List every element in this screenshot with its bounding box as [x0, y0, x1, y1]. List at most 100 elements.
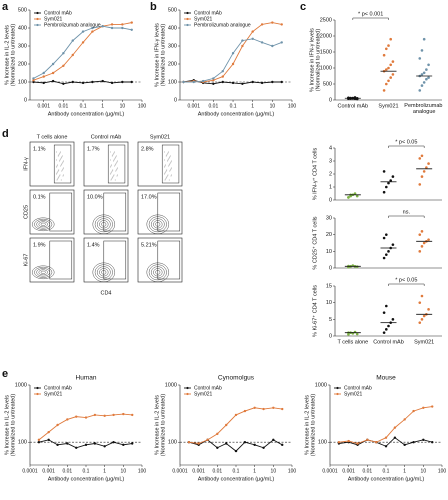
- data-point: [93, 442, 97, 445]
- x-axis-label: Antibody concentration (µg/mL): [198, 476, 275, 482]
- data-point: [81, 41, 85, 44]
- y-tick-label: 1000: [315, 382, 327, 388]
- data-point: [393, 426, 397, 429]
- flow-percent: 0.1%: [33, 194, 46, 200]
- flow-event: [170, 169, 171, 171]
- data-point: [420, 294, 424, 298]
- flow-event: [63, 167, 64, 169]
- data-point: [281, 407, 284, 411]
- data-point: [382, 190, 386, 194]
- x-tick-label: Sym021: [378, 103, 398, 109]
- data-point: [418, 57, 422, 60]
- data-point: [216, 446, 219, 449]
- flow-event: [164, 179, 166, 181]
- x-tick-label: 1: [251, 103, 254, 109]
- chart-title: Human: [76, 375, 97, 382]
- flow-event: [110, 151, 111, 153]
- data-point: [355, 194, 359, 198]
- data-point: [251, 80, 254, 84]
- x-tick-label: 10: [270, 103, 276, 109]
- flow-event: [111, 178, 112, 180]
- data-point: [110, 26, 114, 30]
- data-point: [234, 449, 238, 453]
- flow-plot-frame: [137, 189, 183, 235]
- x-tick-label: 100: [138, 468, 147, 474]
- legend-label: Control mAb: [44, 10, 72, 16]
- data-point: [253, 406, 256, 409]
- y-tick-label: 10: [326, 300, 332, 306]
- flow-event: [58, 169, 60, 171]
- y-tick-label: 30: [326, 215, 332, 221]
- flow-event: [59, 152, 61, 154]
- x-tick-label: T cells alone: [337, 339, 368, 345]
- flow-event: [57, 178, 58, 180]
- data-point: [403, 418, 406, 421]
- y-tick-label: 400: [18, 25, 27, 31]
- data-point: [103, 445, 106, 448]
- flow-event: [165, 155, 167, 157]
- data-point: [231, 81, 235, 85]
- data-point: [271, 44, 274, 48]
- flow-plot-frame: [29, 237, 75, 283]
- data-point: [427, 63, 430, 67]
- x-tick-label: 1: [403, 468, 406, 474]
- flow-event: [58, 154, 60, 156]
- series-line: [183, 38, 282, 83]
- data-point: [418, 301, 422, 304]
- flow-event: [113, 159, 115, 161]
- flow-event: [111, 170, 113, 172]
- data-point: [51, 71, 55, 75]
- flow-contour: [97, 266, 111, 279]
- flow-event: [57, 170, 59, 172]
- data-point: [81, 81, 85, 85]
- y-axis-label: % Increase in IL-2 levels: [154, 395, 160, 455]
- data-point: [37, 441, 41, 444]
- data-point: [391, 175, 395, 178]
- data-point: [81, 30, 85, 33]
- y-axis-label: (Normalized to untreated): [10, 394, 16, 457]
- data-point: [422, 37, 426, 41]
- x-tick-label: 0.1: [233, 468, 240, 474]
- flow-event: [111, 164, 112, 166]
- data-point: [56, 423, 59, 427]
- data-point: [241, 39, 244, 42]
- y-tick-label: 500: [323, 81, 332, 87]
- legend-label: Control mAb: [194, 10, 222, 16]
- data-point: [391, 318, 395, 321]
- flow-event: [62, 155, 63, 157]
- data-point: [387, 324, 390, 328]
- data-point: [251, 30, 254, 33]
- chart-title: Mouse: [376, 375, 396, 382]
- y-tick-label: 500: [18, 7, 27, 13]
- legend-label: Sym021: [44, 391, 63, 397]
- flow-event: [168, 165, 169, 167]
- data-point: [212, 82, 215, 86]
- data-point: [71, 80, 74, 84]
- data-point: [431, 441, 434, 444]
- data-point: [251, 37, 254, 40]
- flow-event: [111, 155, 113, 157]
- legend-label: Control mAb: [44, 385, 72, 391]
- flow-contour: [101, 270, 107, 275]
- flow-percent: 17.0%: [141, 194, 157, 200]
- data-point: [420, 175, 424, 178]
- data-point: [62, 82, 65, 86]
- data-point: [253, 443, 256, 447]
- flow-event: [166, 169, 168, 171]
- y-axis-label: % Increase in IFN-γ levels: [154, 23, 160, 87]
- data-point: [418, 89, 422, 92]
- data-point: [91, 80, 94, 84]
- flow-event: [59, 159, 61, 161]
- data-point: [216, 432, 219, 436]
- flow-column-header: Sym021: [150, 134, 170, 140]
- data-point: [347, 196, 350, 199]
- flow-event: [165, 170, 167, 172]
- data-point: [243, 441, 247, 444]
- flow-event: [56, 166, 57, 168]
- x-tick-label: 10: [421, 468, 427, 474]
- flow-event: [62, 169, 63, 171]
- flow-gate: [161, 144, 180, 184]
- flow-event: [56, 172, 58, 174]
- data-point: [241, 82, 244, 86]
- data-point: [393, 436, 397, 439]
